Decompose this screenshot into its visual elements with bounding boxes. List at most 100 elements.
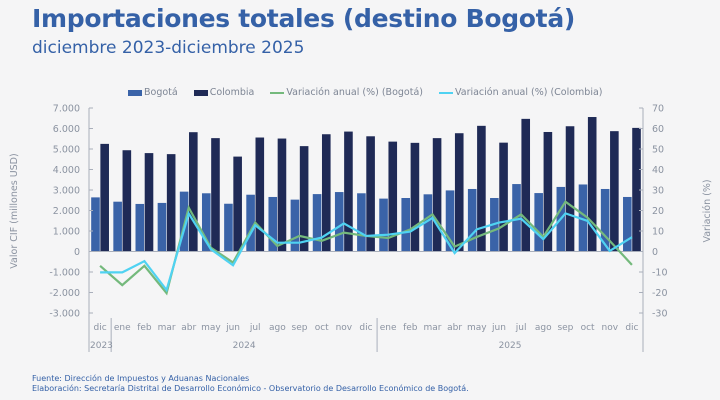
y-tick-label: 5.000 [53, 145, 80, 156]
bar-bogota [423, 194, 433, 252]
y-tick-label: 0 [74, 247, 80, 258]
y2-tick-label: 50 [652, 145, 664, 156]
y-tick-label: 2.000 [53, 206, 80, 217]
bar-bogota [623, 196, 632, 252]
bar-colombia [211, 138, 220, 252]
bar-colombia [255, 137, 265, 252]
y2-tick-label: 60 [652, 124, 664, 135]
x-tick-label: may [201, 323, 221, 333]
bar-colombia [233, 156, 242, 252]
bar-colombia [166, 154, 176, 252]
bar-bogota [467, 188, 477, 252]
y2-tick-label: 20 [652, 206, 664, 217]
x-tick-label: ene [114, 323, 131, 333]
x-tick-label: feb [137, 323, 152, 333]
bar-bogota [224, 203, 233, 252]
footer-credit: Elaboración: Secretaría Distrital de Des… [32, 384, 469, 393]
x-tick-label: oct [315, 323, 329, 333]
y-tick-label: -2.000 [49, 288, 80, 299]
bar-bogota [246, 194, 255, 252]
y-tick-label: 3.000 [53, 186, 80, 197]
x-tick-label: dic [625, 323, 638, 333]
x-tick-label: nov [336, 323, 353, 333]
x-tick-label: may [467, 323, 487, 333]
bar-bogota [268, 196, 278, 252]
y2-tick-label: -10 [652, 268, 668, 279]
x-tick-label: abr [447, 323, 462, 333]
year-label: 2025 [499, 341, 522, 351]
y2-tick-label: 0 [652, 247, 658, 258]
legend-label-variacion-colombia: Variación anual (%) (Colombia) [454, 87, 603, 98]
x-tick-label: ago [269, 323, 286, 333]
bar-bogota [401, 198, 411, 252]
bar-colombia [499, 142, 508, 252]
bar-colombia [277, 138, 287, 252]
bar-colombia [587, 117, 597, 252]
bar-bogota [201, 193, 211, 252]
chart-title: Importaciones totales (destino Bogotá) [32, 4, 576, 33]
bar-colombia [454, 133, 464, 252]
bar-colombia [521, 118, 531, 252]
y-tick-label: 6.000 [53, 124, 80, 135]
y2-tick-label: 30 [652, 186, 664, 197]
y-tick-label: -1.000 [49, 268, 80, 279]
bar-colombia [410, 142, 420, 252]
legend-label-colombia: Colombia [209, 87, 255, 98]
bar-bogota [312, 194, 322, 252]
x-tick-label: mar [158, 323, 176, 333]
bar-colombia [477, 125, 486, 252]
axes-layer [88, 107, 644, 352]
x-tick-label: jun [491, 323, 506, 333]
bar-colombia [122, 150, 132, 252]
x-tick-label: dic [93, 323, 106, 333]
chart-subtitle: diciembre 2023-diciembre 2025 [32, 38, 305, 58]
bar-bogota [357, 193, 366, 252]
x-tick-label: sep [557, 323, 573, 333]
bar-colombia [144, 153, 154, 252]
legend-item-variacion-bogota[interactable]: Variación anual (%) (Bogotá) [270, 87, 423, 98]
bar-colombia [432, 138, 442, 252]
lines-layer [99, 200, 633, 296]
legend-item-bogota[interactable]: Bogotá [128, 87, 178, 98]
bar-colombia [543, 131, 553, 252]
bar-colombia [100, 143, 109, 252]
bar-colombia [565, 126, 575, 252]
bar-bogota [157, 202, 167, 252]
x-tick-label: mar [423, 323, 441, 333]
bar-colombia [189, 132, 198, 252]
x-tick-label: sep [292, 323, 308, 333]
legend-label-bogota: Bogotá [144, 87, 178, 98]
legend-item-colombia[interactable]: Colombia [193, 87, 255, 98]
bars-layer [91, 117, 641, 252]
bar-colombia [610, 131, 619, 252]
bar-colombia [388, 141, 398, 252]
x-tick-label: abr [181, 323, 196, 333]
bar-bogota [334, 192, 344, 252]
bar-bogota [600, 188, 610, 252]
footer-source: Fuente: Dirección de Impuestos y Aduanas… [32, 374, 250, 383]
y-tick-label: 4.000 [53, 165, 80, 176]
bar-bogota [445, 190, 455, 252]
bar-bogota [290, 199, 300, 252]
legend-swatch-variacion-colombia [438, 91, 453, 94]
legend-item-variacion-colombia[interactable]: Variación anual (%) (Colombia) [438, 87, 603, 98]
bar-bogota [113, 201, 122, 252]
x-tick-label: ene [380, 323, 397, 333]
y-tick-label: -3.000 [49, 309, 80, 320]
y2-axis-title: Variación (%) [702, 179, 713, 242]
bar-colombia [366, 136, 375, 252]
x-tick-label: jul [249, 323, 261, 333]
bar-colombia [344, 131, 353, 252]
bar-bogota [578, 184, 588, 252]
x-tick-label: dic [359, 323, 372, 333]
y-axis-title: Valor CIF (millones USD) [9, 153, 20, 268]
y2-tick-label: -20 [652, 288, 668, 299]
bar-bogota [135, 203, 145, 252]
bar-bogota [91, 197, 100, 252]
legend-swatch-variacion-bogota [270, 91, 285, 94]
y2-tick-label: 70 [652, 104, 664, 115]
year-label: 2024 [233, 341, 256, 351]
footer: Fuente: Dirección de Impuestos y Aduanas… [32, 374, 469, 394]
y2-tick-label: 10 [652, 227, 664, 238]
